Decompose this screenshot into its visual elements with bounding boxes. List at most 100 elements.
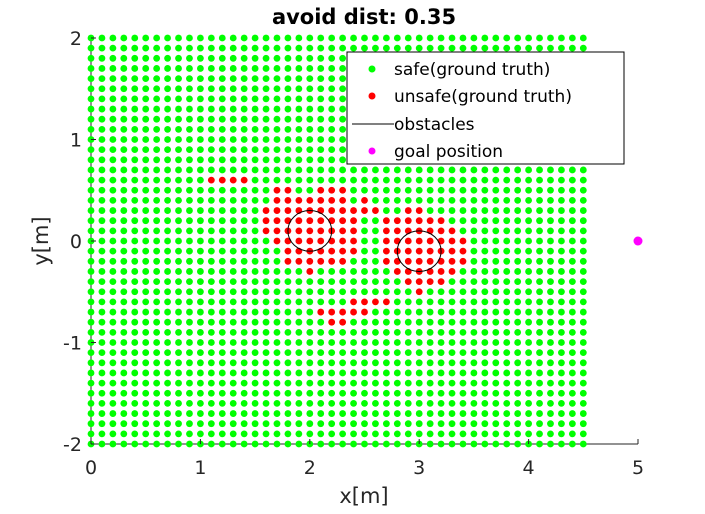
safe-point [218, 379, 226, 387]
safe-point [251, 197, 259, 204]
safe-point [393, 298, 401, 306]
safe-point [229, 34, 237, 42]
safe-point [109, 268, 117, 275]
safe-point [536, 369, 543, 377]
safe-point [142, 339, 150, 346]
safe-point [175, 339, 182, 346]
safe-point [153, 65, 161, 72]
safe-point [109, 217, 117, 225]
safe-point [558, 186, 565, 194]
safe-point [382, 328, 390, 336]
safe-point [350, 318, 357, 326]
safe-point [175, 105, 182, 113]
safe-point [164, 288, 171, 296]
safe-point [109, 379, 117, 387]
safe-point [317, 298, 325, 306]
safe-point [503, 268, 511, 275]
safe-point [240, 328, 248, 336]
safe-point [120, 257, 128, 265]
safe-point [459, 400, 467, 407]
unsafe-point [273, 207, 281, 214]
safe-point [131, 95, 139, 103]
safe-point [87, 146, 95, 154]
safe-point [218, 237, 226, 245]
safe-point [197, 278, 204, 285]
safe-point [514, 166, 522, 174]
unsafe-point [415, 207, 423, 214]
safe-point [175, 379, 182, 387]
unsafe-point [426, 237, 434, 245]
safe-point [109, 328, 117, 336]
safe-point [207, 136, 215, 143]
safe-point [240, 186, 248, 194]
safe-point [98, 268, 106, 275]
safe-point [186, 298, 193, 306]
safe-point [98, 288, 106, 296]
safe-point [503, 237, 511, 245]
safe-point [448, 369, 456, 377]
safe-point [240, 268, 248, 275]
safe-point [295, 166, 303, 174]
safe-point [536, 359, 543, 367]
unsafe-point [350, 217, 357, 225]
safe-point [251, 247, 259, 255]
safe-point [295, 359, 303, 367]
safe-point [547, 379, 554, 387]
safe-point [558, 440, 565, 448]
safe-point [164, 207, 171, 214]
safe-point [131, 247, 139, 255]
safe-point [175, 156, 182, 164]
safe-point [415, 197, 423, 204]
unsafe-point [306, 227, 314, 235]
safe-point [251, 339, 259, 346]
safe-point [536, 166, 543, 174]
safe-point [295, 298, 303, 306]
safe-point [164, 34, 171, 42]
safe-point [459, 389, 467, 397]
safe-point [207, 440, 215, 448]
safe-point [197, 430, 204, 438]
safe-point [470, 217, 478, 225]
safe-point [164, 328, 171, 336]
unsafe-point [339, 308, 347, 316]
safe-point [350, 339, 357, 346]
safe-point [404, 298, 412, 306]
safe-point [372, 369, 379, 377]
safe-point [339, 328, 347, 336]
safe-point [350, 379, 357, 387]
safe-point [339, 105, 347, 113]
unsafe-point [317, 257, 325, 265]
safe-point [306, 54, 314, 62]
safe-point [492, 247, 500, 255]
safe-point [568, 197, 576, 204]
safe-point [536, 197, 543, 204]
safe-point [525, 430, 532, 438]
safe-point [568, 400, 576, 407]
safe-point [382, 389, 390, 397]
safe-point [153, 146, 161, 154]
safe-point [503, 318, 511, 326]
safe-point [120, 85, 128, 93]
safe-point [197, 247, 204, 255]
safe-point [525, 308, 532, 316]
safe-point [197, 176, 204, 184]
safe-point [251, 115, 259, 123]
safe-point [558, 257, 565, 265]
safe-point [492, 166, 500, 174]
safe-point [87, 125, 95, 133]
safe-point [393, 400, 401, 407]
safe-point [295, 369, 303, 377]
safe-point [404, 440, 412, 448]
safe-point [120, 146, 128, 154]
safe-point [306, 125, 314, 133]
safe-point [87, 318, 95, 326]
safe-point [448, 328, 456, 336]
safe-point [120, 136, 128, 143]
safe-point [87, 105, 95, 113]
safe-point [142, 85, 150, 93]
safe-point [273, 379, 281, 387]
safe-point [426, 197, 434, 204]
safe-point [131, 440, 139, 448]
safe-point [361, 400, 368, 407]
safe-point [459, 328, 467, 336]
